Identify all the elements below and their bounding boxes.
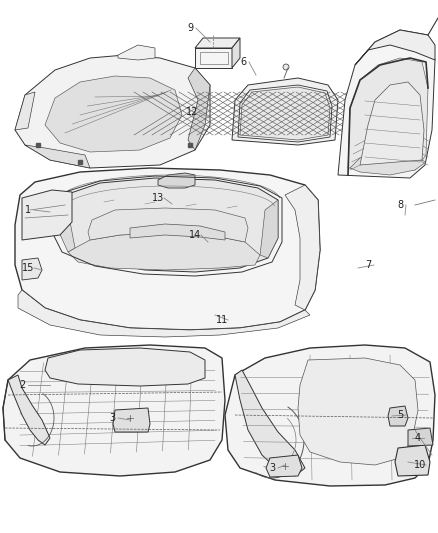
- Text: 12: 12: [186, 107, 198, 117]
- Text: 11: 11: [216, 315, 228, 325]
- Circle shape: [318, 359, 322, 365]
- Polygon shape: [15, 168, 320, 330]
- Circle shape: [72, 457, 78, 463]
- Circle shape: [98, 366, 102, 370]
- Polygon shape: [15, 55, 210, 168]
- Polygon shape: [235, 370, 305, 476]
- Circle shape: [282, 463, 289, 470]
- Polygon shape: [225, 345, 435, 486]
- Circle shape: [127, 415, 134, 422]
- Polygon shape: [240, 87, 330, 140]
- Circle shape: [322, 472, 328, 478]
- Polygon shape: [360, 82, 424, 165]
- Polygon shape: [45, 76, 182, 152]
- Polygon shape: [338, 30, 435, 178]
- Text: 8: 8: [397, 200, 403, 210]
- Polygon shape: [58, 178, 278, 272]
- Text: 4: 4: [415, 433, 421, 443]
- Circle shape: [357, 467, 363, 472]
- Polygon shape: [3, 345, 225, 476]
- Polygon shape: [22, 258, 42, 280]
- Circle shape: [162, 366, 167, 370]
- Polygon shape: [15, 92, 35, 130]
- Polygon shape: [232, 38, 240, 68]
- Text: 2: 2: [19, 380, 25, 390]
- Polygon shape: [350, 152, 426, 175]
- Circle shape: [67, 366, 73, 370]
- Polygon shape: [68, 233, 260, 270]
- Circle shape: [357, 356, 363, 360]
- Polygon shape: [260, 200, 278, 258]
- Text: 7: 7: [365, 260, 371, 270]
- Polygon shape: [408, 428, 433, 446]
- Text: 14: 14: [189, 230, 201, 240]
- Polygon shape: [195, 48, 232, 68]
- Text: 9: 9: [187, 23, 193, 33]
- Circle shape: [185, 178, 191, 184]
- Polygon shape: [18, 290, 310, 337]
- Polygon shape: [285, 185, 320, 310]
- Polygon shape: [58, 195, 75, 252]
- Polygon shape: [113, 408, 150, 432]
- Polygon shape: [388, 406, 408, 426]
- Polygon shape: [25, 145, 90, 168]
- Circle shape: [127, 366, 133, 370]
- Polygon shape: [266, 455, 302, 477]
- Circle shape: [182, 459, 188, 465]
- Text: 3: 3: [109, 413, 115, 423]
- Polygon shape: [158, 173, 195, 188]
- Polygon shape: [8, 375, 50, 445]
- Polygon shape: [232, 78, 338, 145]
- Polygon shape: [348, 58, 428, 170]
- Text: 5: 5: [397, 410, 403, 420]
- Circle shape: [171, 177, 179, 185]
- Polygon shape: [188, 68, 210, 150]
- Polygon shape: [355, 30, 435, 65]
- Text: 1: 1: [25, 205, 31, 215]
- Polygon shape: [195, 38, 240, 48]
- Circle shape: [207, 417, 213, 423]
- Circle shape: [283, 64, 289, 70]
- Polygon shape: [45, 348, 205, 386]
- Polygon shape: [130, 224, 225, 240]
- Polygon shape: [118, 45, 155, 60]
- Text: 13: 13: [152, 193, 164, 203]
- Text: 15: 15: [22, 263, 34, 273]
- Text: 3: 3: [269, 463, 275, 473]
- Polygon shape: [395, 445, 430, 476]
- Text: 10: 10: [414, 460, 426, 470]
- Polygon shape: [22, 190, 72, 240]
- Polygon shape: [298, 358, 418, 465]
- Text: 6: 6: [240, 57, 246, 67]
- Polygon shape: [88, 208, 248, 242]
- Circle shape: [35, 369, 41, 375]
